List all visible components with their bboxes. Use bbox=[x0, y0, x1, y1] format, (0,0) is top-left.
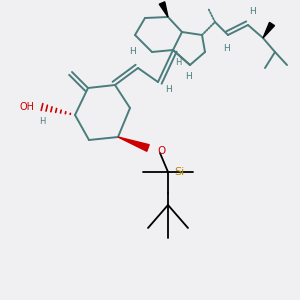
Text: O: O bbox=[157, 146, 165, 156]
Polygon shape bbox=[263, 22, 275, 38]
Text: H: H bbox=[129, 47, 135, 56]
Polygon shape bbox=[118, 137, 149, 151]
Text: H: H bbox=[223, 44, 230, 53]
Text: H: H bbox=[184, 72, 191, 81]
Text: H: H bbox=[249, 7, 255, 16]
Text: H: H bbox=[39, 117, 45, 126]
Polygon shape bbox=[159, 2, 168, 17]
Text: H: H bbox=[165, 85, 172, 94]
Text: OH: OH bbox=[20, 102, 34, 112]
Text: Si: Si bbox=[174, 167, 184, 177]
Text: H: H bbox=[175, 58, 181, 67]
